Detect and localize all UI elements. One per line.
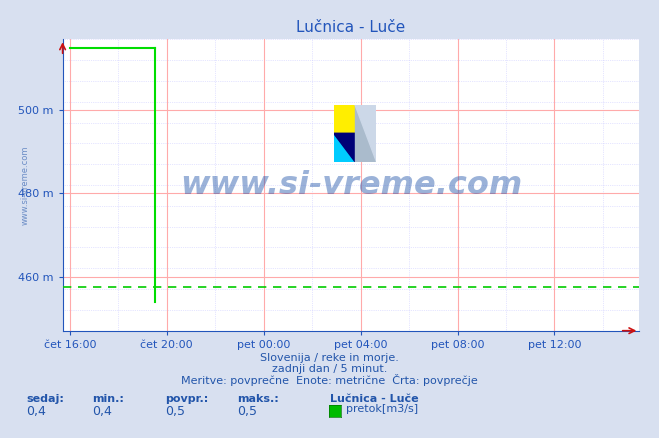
Title: Lučnica - Luče: Lučnica - Luče <box>297 21 405 35</box>
Polygon shape <box>355 105 376 162</box>
Text: 0,4: 0,4 <box>26 405 46 418</box>
Bar <box>355 105 376 162</box>
Polygon shape <box>333 133 355 162</box>
Text: povpr.:: povpr.: <box>165 394 208 404</box>
Polygon shape <box>333 133 355 162</box>
Text: 0,4: 0,4 <box>92 405 112 418</box>
Text: Meritve: povprečne  Enote: metrične  Črta: povprečje: Meritve: povprečne Enote: metrične Črta:… <box>181 374 478 386</box>
Text: pretok[m3/s]: pretok[m3/s] <box>346 404 418 414</box>
Text: www.si-vreme.com: www.si-vreme.com <box>180 170 522 201</box>
Text: 0,5: 0,5 <box>165 405 185 418</box>
Text: 0,5: 0,5 <box>237 405 257 418</box>
Bar <box>333 105 355 133</box>
Text: sedaj:: sedaj: <box>26 394 64 404</box>
Text: Lučnica - Luče: Lučnica - Luče <box>330 394 418 404</box>
Text: zadnji dan / 5 minut.: zadnji dan / 5 minut. <box>272 364 387 374</box>
Text: maks.:: maks.: <box>237 394 279 404</box>
Text: Slovenija / reke in morje.: Slovenija / reke in morje. <box>260 353 399 363</box>
Text: www.si-vreme.com: www.si-vreme.com <box>20 145 30 225</box>
Text: min.:: min.: <box>92 394 124 404</box>
